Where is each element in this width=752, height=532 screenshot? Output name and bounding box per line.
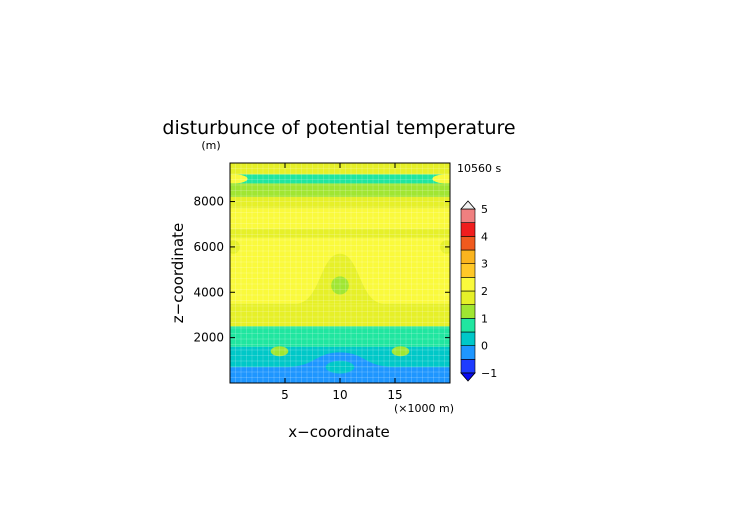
x-axis-label: x−coordinate bbox=[288, 423, 389, 441]
colorbar-label: 0 bbox=[481, 340, 488, 353]
colorbar-segment bbox=[460, 222, 476, 237]
contour-patch bbox=[230, 174, 248, 184]
colorbar-segment bbox=[460, 331, 476, 346]
z-unit-label: (m) bbox=[201, 139, 220, 152]
colorbar-segment bbox=[460, 318, 476, 333]
contour-layer bbox=[230, 208, 450, 229]
colorbar-label: 3 bbox=[481, 258, 488, 271]
colorbar-segment bbox=[460, 290, 476, 305]
contour-layer bbox=[230, 174, 450, 184]
colorbar-segment bbox=[460, 236, 476, 251]
y-tick-label: 8000 bbox=[193, 195, 224, 209]
contour-layer bbox=[230, 303, 450, 327]
colorbar-segment bbox=[460, 359, 476, 374]
contour-layer bbox=[230, 197, 450, 209]
contour-patch bbox=[325, 360, 355, 374]
contour-field bbox=[230, 163, 450, 383]
colorbar: −1 0 1 2 3 4 5 bbox=[460, 200, 497, 382]
contour-patch bbox=[432, 174, 450, 184]
y-tick-label: 2000 bbox=[193, 331, 224, 345]
contour-layer bbox=[230, 228, 450, 238]
y-tick-label: 6000 bbox=[193, 240, 224, 254]
x-tick-label: 15 bbox=[387, 388, 402, 402]
colorbar-label: 1 bbox=[481, 312, 488, 325]
colorbar-extend-low bbox=[460, 372, 476, 382]
colorbar-label: 4 bbox=[481, 230, 488, 243]
colorbar-segment bbox=[460, 304, 476, 319]
x-tick-label: 5 bbox=[281, 388, 289, 402]
x-axis: 5 10 15 bbox=[281, 163, 403, 402]
contour-layer bbox=[230, 183, 450, 198]
colorbar-segment bbox=[460, 345, 476, 360]
contour-bump bbox=[285, 352, 395, 368]
y-tick-label: 4000 bbox=[193, 285, 224, 299]
contour-patch bbox=[391, 346, 410, 357]
contour-layer bbox=[230, 326, 450, 347]
colorbar-extend-high bbox=[460, 200, 476, 210]
contour-layer bbox=[230, 163, 450, 175]
colorbar-segment bbox=[460, 208, 476, 223]
grid bbox=[230, 163, 450, 383]
y-axis: 2000 4000 6000 8000 bbox=[193, 195, 450, 345]
x-tick-label: 10 bbox=[332, 388, 347, 402]
colorbar-label: −1 bbox=[481, 367, 497, 380]
colorbar-label: 5 bbox=[481, 203, 488, 216]
colorbar-segment bbox=[460, 277, 476, 292]
time-label: 10560 s bbox=[457, 162, 501, 175]
contour-patch bbox=[270, 346, 289, 357]
colorbar-segment bbox=[460, 249, 476, 264]
colorbar-segment bbox=[460, 263, 476, 278]
chart-title: disturbunce of potential temperature bbox=[162, 117, 515, 139]
x-unit-label: (×1000 m) bbox=[394, 402, 454, 415]
y-axis-label: z−coordinate bbox=[169, 223, 187, 323]
colorbar-label: 2 bbox=[481, 285, 488, 298]
contour-patch bbox=[331, 276, 349, 295]
